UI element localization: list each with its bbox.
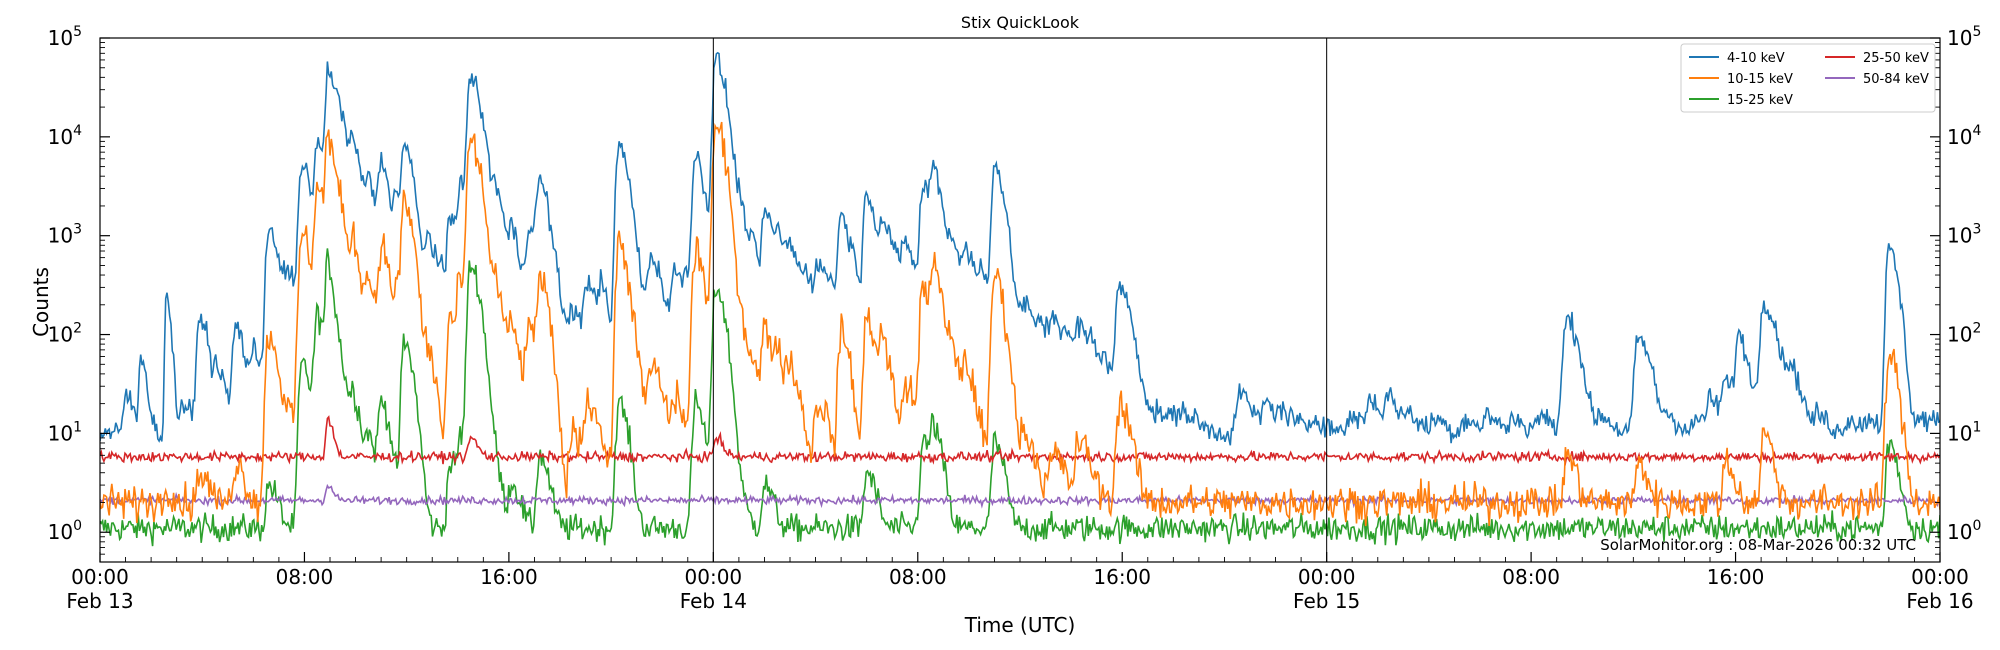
- x-tick-time-label: 00:00: [685, 565, 743, 589]
- x-tick-time-label: 16:00: [1093, 565, 1151, 589]
- x-tick-time-label: 00:00: [1911, 565, 1969, 589]
- x-tick-date-label: Feb 14: [680, 589, 747, 613]
- legend-label: 15-25 keV: [1727, 93, 1793, 108]
- y-tick-label: 101: [1947, 419, 1981, 445]
- x-tick-date-label: Feb 13: [66, 589, 133, 613]
- y-tick-label: 102: [1947, 321, 1981, 347]
- x-tick-time-label: 08:00: [1502, 565, 1560, 589]
- x-tick-time-label: 08:00: [276, 565, 334, 589]
- legend-label: 50-84 keV: [1863, 72, 1929, 87]
- x-axis-label: Time (UTC): [964, 613, 1076, 637]
- y-tick-label: 103: [48, 222, 82, 248]
- legend-label: 25-50 keV: [1863, 51, 1929, 66]
- series-line: [100, 483, 1940, 509]
- axis-ticks: 100 100 101 101 102 102 103 103 104 104 105 105 00:0…: [48, 24, 1982, 613]
- y-tick-label: 105: [1947, 24, 1981, 50]
- x-tick-time-label: 16:00: [1707, 565, 1765, 589]
- x-tick-date-label: Feb 15: [1293, 589, 1360, 613]
- legend-label: 4-10 keV: [1727, 51, 1785, 66]
- day-boundary-lines: [712, 38, 1328, 562]
- legend-box: [1680, 43, 1936, 113]
- series-line: [100, 248, 1940, 547]
- y-tick-label: 101: [48, 419, 82, 445]
- y-tick-label: 102: [48, 321, 82, 347]
- y-tick-label: 103: [1947, 222, 1981, 248]
- x-tick-time-label: 16:00: [480, 565, 538, 589]
- x-tick-time-label: 00:00: [1298, 565, 1356, 589]
- y-tick-label: 100: [48, 518, 82, 544]
- legend: 4-10 keV 10-15 keV 15-25 keV 25-50 keV 50-84…: [1680, 43, 1936, 113]
- y-tick-label: 100: [1947, 518, 1981, 544]
- chart-title: Stix QuickLook: [961, 13, 1080, 32]
- x-tick-time-label: 08:00: [889, 565, 947, 589]
- y-tick-label: 104: [48, 123, 82, 149]
- x-tick-date-label: Feb 16: [1906, 589, 1973, 613]
- y-tick-label: 104: [1947, 123, 1981, 149]
- y-axis-label: Counts: [29, 267, 53, 337]
- series-layer: [100, 51, 1940, 547]
- y-tick-label: 105: [48, 24, 82, 50]
- legend-label: 10-15 keV: [1727, 72, 1793, 87]
- series-line: [100, 51, 1940, 446]
- x-tick-time-label: 00:00: [71, 565, 129, 589]
- series-line: [100, 415, 1940, 466]
- annotation: SolarMonitor.org : 08-Mar-2026 00:32 UTC: [1600, 536, 1916, 554]
- series-line: [100, 121, 1940, 527]
